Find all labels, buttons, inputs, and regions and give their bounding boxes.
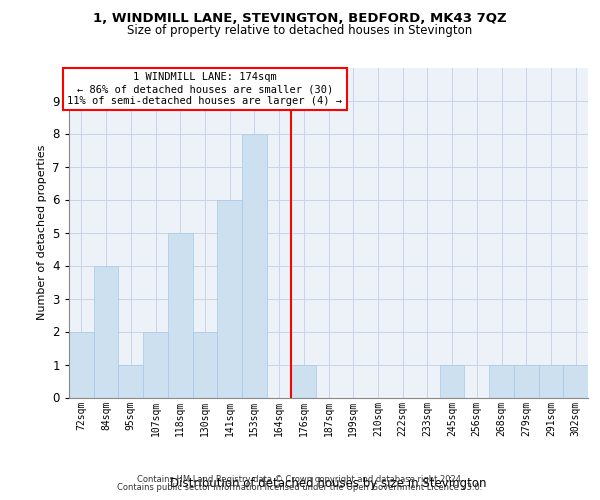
Text: Size of property relative to detached houses in Stevington: Size of property relative to detached ho…: [127, 24, 473, 37]
Bar: [217, 200, 242, 398]
Bar: [514, 364, 539, 398]
Text: 1, WINDMILL LANE, STEVINGTON, BEDFORD, MK43 7QZ: 1, WINDMILL LANE, STEVINGTON, BEDFORD, M…: [93, 12, 507, 26]
Bar: [69, 332, 94, 398]
Text: 1 WINDMILL LANE: 174sqm
← 86% of detached houses are smaller (30)
11% of semi-de: 1 WINDMILL LANE: 174sqm ← 86% of detache…: [67, 72, 343, 106]
Bar: [489, 364, 514, 398]
Bar: [143, 332, 168, 398]
Bar: [168, 232, 193, 398]
Bar: [94, 266, 118, 398]
Bar: [563, 364, 588, 398]
Y-axis label: Number of detached properties: Number of detached properties: [37, 145, 47, 320]
Text: Contains public sector information licensed under the Open Government Licence v3: Contains public sector information licen…: [118, 483, 482, 492]
Bar: [118, 364, 143, 398]
Bar: [242, 134, 267, 398]
Bar: [539, 364, 563, 398]
Bar: [193, 332, 217, 398]
X-axis label: Distribution of detached houses by size in Stevington: Distribution of detached houses by size …: [170, 477, 487, 490]
Text: Contains HM Land Registry data © Crown copyright and database right 2024.: Contains HM Land Registry data © Crown c…: [137, 475, 463, 484]
Bar: [440, 364, 464, 398]
Bar: [292, 364, 316, 398]
